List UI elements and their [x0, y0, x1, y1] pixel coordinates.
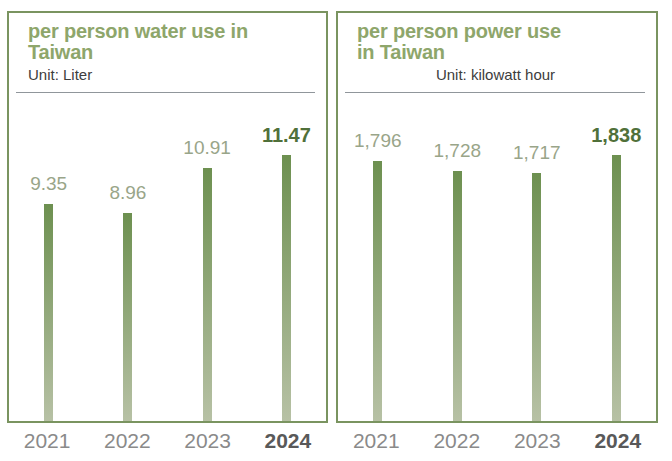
x-axis-label: 2023	[497, 429, 578, 453]
bar-column: 1,838	[577, 93, 657, 421]
x-axis-label: 2021	[336, 429, 417, 453]
bar	[453, 171, 462, 421]
bar-column: 10.91	[168, 93, 247, 421]
bar-value-label: 1,728	[433, 140, 481, 162]
bar-column: 8.96	[88, 93, 167, 421]
x-axis-label: 2024	[248, 429, 328, 453]
water-use-chart-box: per person water use in Taiwan Unit: Lit…	[7, 11, 328, 423]
chart-title-line2: Taiwan	[28, 41, 93, 63]
bar	[123, 213, 132, 421]
bar-column: 9.35	[9, 93, 88, 421]
x-axis-labels: 2021202220232024	[7, 429, 328, 453]
bar	[203, 168, 212, 421]
unit-label: Unit: Liter	[28, 65, 304, 84]
chart-title-line1: per person water use in	[28, 20, 248, 42]
bar-value-label: 1,796	[354, 130, 402, 152]
bar	[612, 155, 621, 421]
chart-title-line1: per person power use	[357, 20, 561, 42]
chart-title: per person water use in Taiwan	[28, 21, 304, 63]
bar-value-label: 11.47	[262, 124, 311, 146]
power-use-chart-box: per person power use in Taiwan Unit: kil…	[336, 11, 658, 423]
bar-chart: 1,796 1,728 1,717 1,838	[338, 93, 656, 421]
bar	[373, 161, 382, 421]
bar-column: 11.47	[247, 93, 326, 421]
bar-value-label: 8.96	[109, 182, 146, 204]
bar-column: 1,728	[418, 93, 498, 421]
chart-title: per person power use in Taiwan	[357, 21, 634, 63]
bar-chart: 9.35 8.96 10.91 11.47	[9, 93, 326, 421]
bar	[44, 204, 53, 421]
water-use-chart-panel: per person water use in Taiwan Unit: Lit…	[7, 11, 328, 453]
chart-header: per person power use in Taiwan Unit: kil…	[338, 13, 656, 84]
x-axis-labels: 2021202220232024	[336, 429, 658, 453]
bar-column: 1,796	[338, 93, 418, 421]
bar	[532, 173, 541, 421]
bar-column: 1,717	[497, 93, 577, 421]
chart-header: per person water use in Taiwan Unit: Lit…	[9, 13, 326, 84]
x-axis-label: 2022	[87, 429, 167, 453]
bar-value-label: 9.35	[30, 173, 67, 195]
bar-value-label: 1,838	[591, 124, 641, 146]
power-use-chart-panel: per person power use in Taiwan Unit: kil…	[336, 11, 658, 453]
unit-label: Unit: kilowatt hour	[357, 65, 634, 84]
bar	[282, 155, 291, 421]
x-axis-label: 2024	[578, 429, 659, 453]
chart-title-line2: in Taiwan	[357, 41, 445, 63]
bar-value-label: 10.91	[183, 137, 231, 159]
x-axis-label: 2023	[168, 429, 248, 453]
infographic-canvas: per person water use in Taiwan Unit: Lit…	[0, 0, 672, 461]
x-axis-label: 2022	[417, 429, 498, 453]
bar-value-label: 1,717	[513, 142, 561, 164]
x-axis-label: 2021	[7, 429, 87, 453]
